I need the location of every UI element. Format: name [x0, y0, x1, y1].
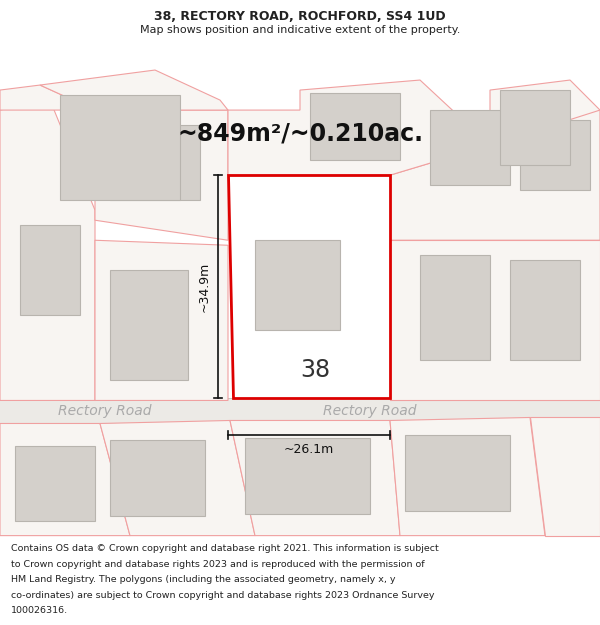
Bar — [60, 95, 180, 200]
Bar — [0, 399, 600, 424]
Bar — [405, 436, 510, 511]
Polygon shape — [390, 110, 600, 240]
Bar — [245, 439, 370, 514]
Text: 38, RECTORY ROAD, ROCHFORD, SS4 1UD: 38, RECTORY ROAD, ROCHFORD, SS4 1UD — [154, 10, 446, 23]
Polygon shape — [95, 240, 228, 401]
Polygon shape — [0, 100, 95, 401]
Bar — [110, 441, 205, 516]
Text: 38: 38 — [300, 358, 330, 382]
Text: ~849m²/~0.210ac.: ~849m²/~0.210ac. — [177, 121, 423, 145]
Polygon shape — [0, 424, 130, 536]
Text: Contains OS data © Crown copyright and database right 2021. This information is : Contains OS data © Crown copyright and d… — [11, 544, 439, 553]
Polygon shape — [95, 110, 228, 240]
Bar — [520, 120, 590, 190]
Polygon shape — [0, 85, 95, 110]
Text: Map shows position and indicative extent of the property.: Map shows position and indicative extent… — [140, 25, 460, 35]
Bar — [20, 225, 80, 316]
Polygon shape — [100, 421, 255, 536]
Text: HM Land Registry. The polygons (including the associated geometry, namely x, y: HM Land Registry. The polygons (includin… — [11, 575, 395, 584]
Polygon shape — [390, 240, 600, 401]
Bar — [110, 270, 188, 381]
Bar — [110, 125, 200, 200]
Polygon shape — [228, 175, 390, 399]
Text: co-ordinates) are subject to Crown copyright and database rights 2023 Ordnance S: co-ordinates) are subject to Crown copyr… — [11, 591, 434, 600]
Bar — [420, 255, 490, 361]
Text: to Crown copyright and database rights 2023 and is reproduced with the permissio: to Crown copyright and database rights 2… — [11, 559, 424, 569]
Polygon shape — [228, 80, 490, 175]
Polygon shape — [390, 418, 545, 536]
Text: ~26.1m: ~26.1m — [284, 443, 334, 456]
Bar — [15, 446, 95, 521]
Bar — [310, 93, 400, 160]
Polygon shape — [530, 418, 600, 536]
Polygon shape — [490, 80, 600, 145]
Text: Rectory Road: Rectory Road — [323, 404, 417, 418]
Bar — [510, 260, 580, 361]
Text: 100026316.: 100026316. — [11, 606, 68, 616]
Text: Rectory Road: Rectory Road — [58, 404, 152, 418]
Text: ~34.9m: ~34.9m — [197, 262, 211, 312]
Polygon shape — [230, 421, 400, 536]
Bar — [500, 90, 570, 165]
Bar — [430, 110, 510, 185]
Bar — [255, 240, 340, 331]
Polygon shape — [40, 70, 228, 110]
